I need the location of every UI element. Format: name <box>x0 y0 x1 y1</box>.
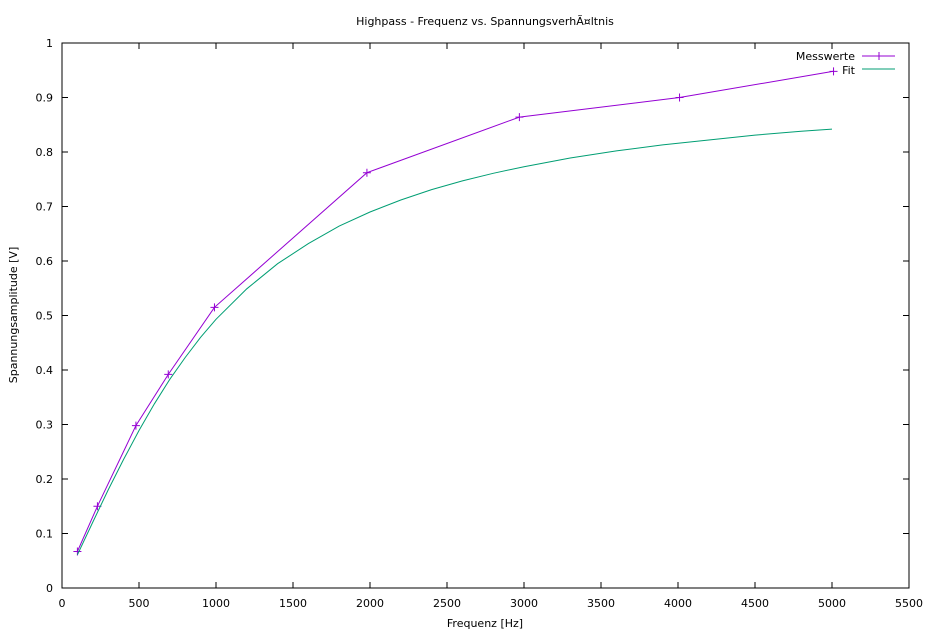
y-tick-label: 0.4 <box>36 364 54 377</box>
x-tick-label: 0 <box>59 597 66 610</box>
data-point-messwerte <box>515 113 524 122</box>
x-tick-label: 5500 <box>895 597 923 610</box>
y-tick-label: 0.9 <box>36 92 54 105</box>
x-tick-label: 4000 <box>664 597 692 610</box>
y-tick-label: 0.5 <box>36 310 54 323</box>
legend: Messwerte Fit <box>796 50 895 77</box>
legend-label-messwerte: Messwerte <box>796 50 855 63</box>
plot-series <box>73 67 838 556</box>
x-tick-label: 500 <box>129 597 150 610</box>
x-tick-label: 1500 <box>279 597 307 610</box>
x-tick-label: 5000 <box>818 597 846 610</box>
data-point-messwerte <box>829 67 838 76</box>
data-point-messwerte <box>131 421 140 430</box>
legend-label-fit: Fit <box>842 64 856 77</box>
series-line-messwerte <box>76 70 834 552</box>
data-point-messwerte <box>675 93 684 102</box>
chart-title: Highpass - Frequenz vs. SpannungsverhÃ¤l… <box>356 15 614 28</box>
x-tick-label: 3000 <box>510 597 538 610</box>
data-point-messwerte <box>362 168 371 177</box>
y-tick-label: 0.6 <box>36 255 54 268</box>
x-axis: 0 500 1000 1500 2000 2500 3000 3500 4000 4500 5000… <box>59 43 923 610</box>
y-axis-title: Spannungsamplitude [V] <box>7 247 20 384</box>
series-line-fit <box>76 128 833 556</box>
plot-area-border <box>61 42 910 589</box>
data-point-messwerte <box>210 303 219 312</box>
x-tick-label: 2500 <box>433 597 461 610</box>
legend-marker-messwerte <box>875 52 883 60</box>
x-tick-label: 2000 <box>356 597 384 610</box>
y-tick-label: 0 <box>46 582 53 595</box>
y-tick-label: 0.8 <box>36 146 54 159</box>
data-point-messwerte <box>164 370 173 379</box>
y-tick-label: 1 <box>46 37 53 50</box>
x-tick-label: 3500 <box>587 597 615 610</box>
x-axis-title: Frequenz [Hz] <box>447 617 523 630</box>
y-tick-label: 0.2 <box>36 473 54 486</box>
y-axis: 0 0.1 0.2 0.3 0.4 0.5 0.6 0.7 0.8 0.9 1 <box>36 37 909 595</box>
x-tick-label: 1000 <box>202 597 230 610</box>
y-tick-label: 0.1 <box>36 528 54 541</box>
x-tick-label: 4500 <box>741 597 769 610</box>
y-tick-label: 0.7 <box>36 201 54 214</box>
y-tick-label: 0.3 <box>36 419 54 432</box>
